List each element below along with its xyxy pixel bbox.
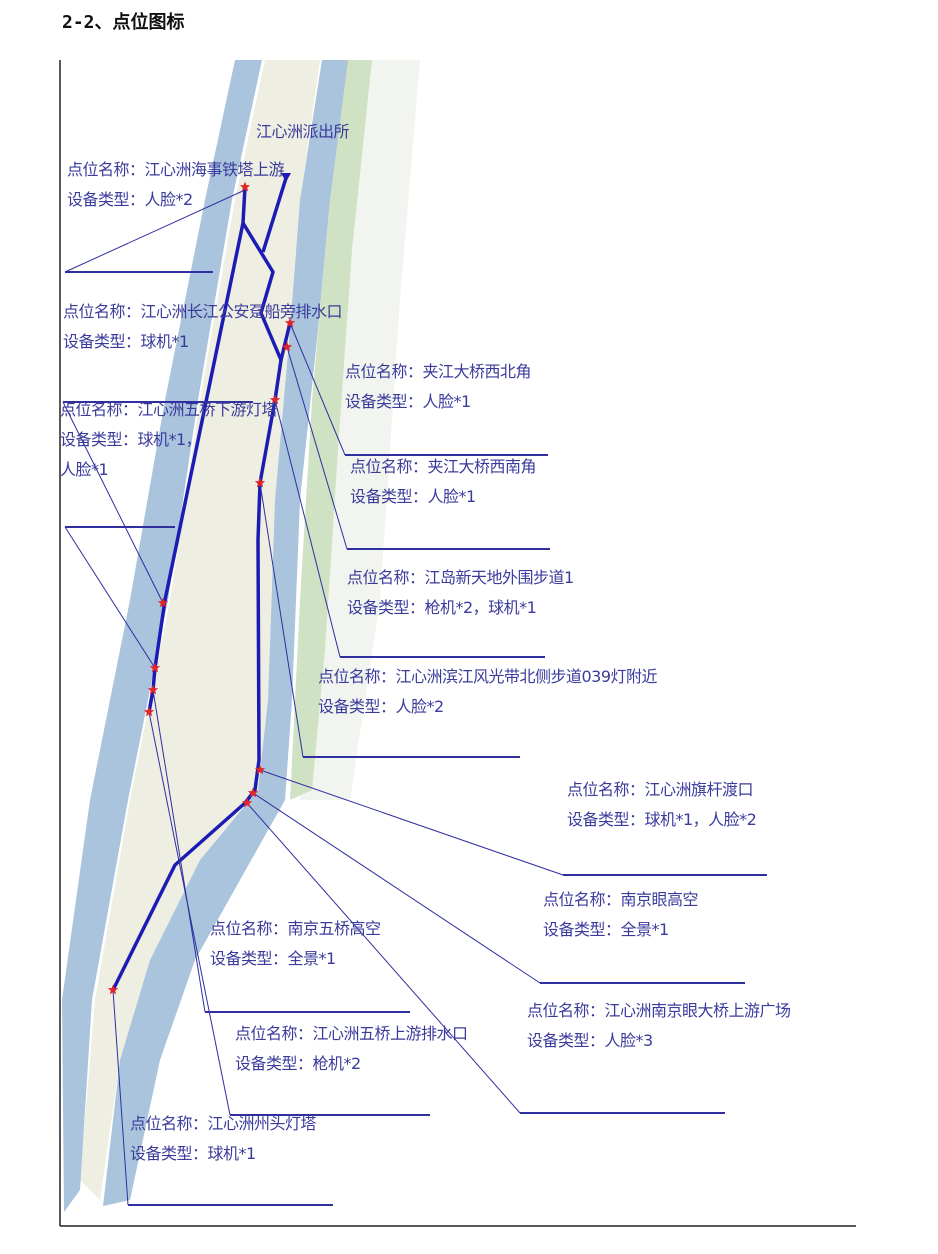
green-belt bbox=[290, 60, 372, 800]
point-name: 点位名称：江心洲旗杆渡口 bbox=[567, 780, 754, 799]
leader-line bbox=[289, 322, 346, 456]
point-label: 点位名称：夹江大桥西南角 设备类型：人脸*1 bbox=[350, 447, 537, 517]
red-star-icon bbox=[254, 764, 266, 775]
device-type: 设备类型：人脸*3 bbox=[527, 1031, 653, 1050]
left-channel bbox=[62, 60, 262, 1212]
red-star-icon bbox=[281, 341, 293, 352]
point-name: 点位名称：江心洲滨江风光带北侧步道039灯附近 bbox=[318, 667, 658, 686]
leader-line bbox=[152, 689, 206, 1013]
point-name: 点位名称：江心洲海事铁塔上游 bbox=[67, 160, 285, 179]
point-label: 点位名称：江心洲滨江风光带北侧步道039灯附近 设备类型：人脸*2 bbox=[318, 657, 658, 727]
device-type: 设备类型：枪机*2 bbox=[235, 1054, 361, 1073]
leader-line bbox=[112, 989, 129, 1206]
point-name: 点位名称：夹江大桥西南角 bbox=[350, 457, 537, 476]
point-label: 点位名称：江心洲海事铁塔上游 设备类型：人脸*2 bbox=[67, 150, 285, 220]
point-name: 点位名称：江心洲南京眼大桥上游广场 bbox=[527, 1001, 791, 1020]
point-label: 点位名称：江心洲州头灯塔 设备类型：球机*1 bbox=[130, 1104, 317, 1174]
red-star-icon bbox=[241, 797, 253, 808]
device-type: 设备类型：枪机*2，球机*1 bbox=[347, 598, 537, 617]
patrol-route bbox=[147, 186, 247, 713]
device-type: 设备类型：全景*1 bbox=[543, 920, 669, 939]
leader-line bbox=[274, 399, 341, 658]
point-name: 点位名称：江心洲五桥下游灯塔 bbox=[60, 400, 278, 419]
red-star-icon bbox=[157, 597, 169, 608]
red-star-icon bbox=[247, 787, 259, 798]
point-name: 点位名称：江心洲五桥上游排水口 bbox=[235, 1024, 468, 1043]
point-name: 点位名称：南京五桥高空 bbox=[210, 919, 381, 938]
leader-line bbox=[259, 769, 564, 876]
point-label: 点位名称：江心洲五桥上游排水口 设备类型：枪机*2 bbox=[235, 1014, 468, 1084]
point-label: 点位名称：南京眼高空 设备类型：全景*1 bbox=[543, 880, 699, 950]
point-label: 点位名称：夹江大桥西北角 设备类型：人脸*1 bbox=[345, 352, 532, 422]
device-type: 设备类型：人脸*2 bbox=[67, 190, 193, 209]
leader-line bbox=[246, 802, 521, 1114]
point-name: 点位名称：南京眼高空 bbox=[543, 890, 699, 909]
device-type: 设备类型：球机*1 bbox=[130, 1144, 256, 1163]
leader-line bbox=[259, 482, 304, 758]
red-star-icon bbox=[149, 662, 161, 673]
point-label: 点位名称：江心洲南京眼大桥上游广场 设备类型：人脸*3 bbox=[527, 991, 791, 1061]
point-label: 点位名称：南京五桥高空 设备类型：全景*1 bbox=[210, 909, 381, 979]
red-star-icon bbox=[107, 984, 119, 995]
device-type: 设备类型：人脸*1 bbox=[345, 392, 471, 411]
patrol-route bbox=[241, 222, 292, 362]
red-star-icon bbox=[239, 181, 251, 192]
device-type: 设备类型：人脸*1 bbox=[350, 487, 476, 506]
device-type: 设备类型：球机*1 bbox=[63, 332, 189, 351]
point-name: 点位名称：江心洲长江公安趸船旁排水口 bbox=[63, 302, 343, 321]
yangtze-river bbox=[103, 60, 348, 1206]
red-star-icon bbox=[254, 477, 266, 488]
patrol-route bbox=[111, 359, 283, 991]
section-title: 2-2、点位图标 bbox=[62, 12, 185, 33]
leader-line bbox=[148, 711, 231, 1116]
police-station-marker-icon bbox=[281, 173, 291, 182]
point-label: 点位名称：江心洲旗杆渡口 设备类型：球机*1，人脸*2 bbox=[567, 770, 757, 840]
map-land-east bbox=[300, 60, 420, 800]
leader-line bbox=[252, 792, 541, 984]
point-label: 点位名称：江心洲五桥下游灯塔 设备类型：球机*1， 人脸*1 bbox=[60, 390, 278, 490]
point-label: 点位名称：江岛新天地外围步道1 设备类型：枪机*2，球机*1 bbox=[347, 558, 574, 628]
device-type: 设备类型：球机*1， bbox=[60, 430, 202, 449]
red-star-icon bbox=[284, 317, 296, 328]
point-name: 点位名称：江岛新天地外围步道1 bbox=[347, 568, 574, 587]
leader-line bbox=[64, 189, 246, 273]
point-name: 点位名称：江心洲州头灯塔 bbox=[130, 1114, 317, 1133]
leader-line bbox=[62, 401, 164, 604]
police-station-label: 江心洲派出所 bbox=[256, 122, 350, 141]
patrol-route bbox=[261, 177, 288, 253]
device-type: 设备类型：球机*1，人脸*2 bbox=[567, 810, 757, 829]
red-star-icon bbox=[147, 684, 159, 695]
device-type: 设备类型：人脸*2 bbox=[318, 697, 444, 716]
red-star-icon bbox=[269, 394, 281, 405]
device-type: 人脸*1 bbox=[60, 460, 109, 479]
point-name: 点位名称：夹江大桥西北角 bbox=[345, 362, 532, 381]
device-type: 设备类型：全景*1 bbox=[210, 949, 336, 968]
leader-line bbox=[64, 526, 156, 669]
leader-line bbox=[286, 346, 348, 550]
point-label: 点位名称：江心洲长江公安趸船旁排水口 设备类型：球机*1 bbox=[63, 292, 343, 362]
island bbox=[80, 60, 320, 1200]
red-star-icon bbox=[143, 706, 155, 717]
